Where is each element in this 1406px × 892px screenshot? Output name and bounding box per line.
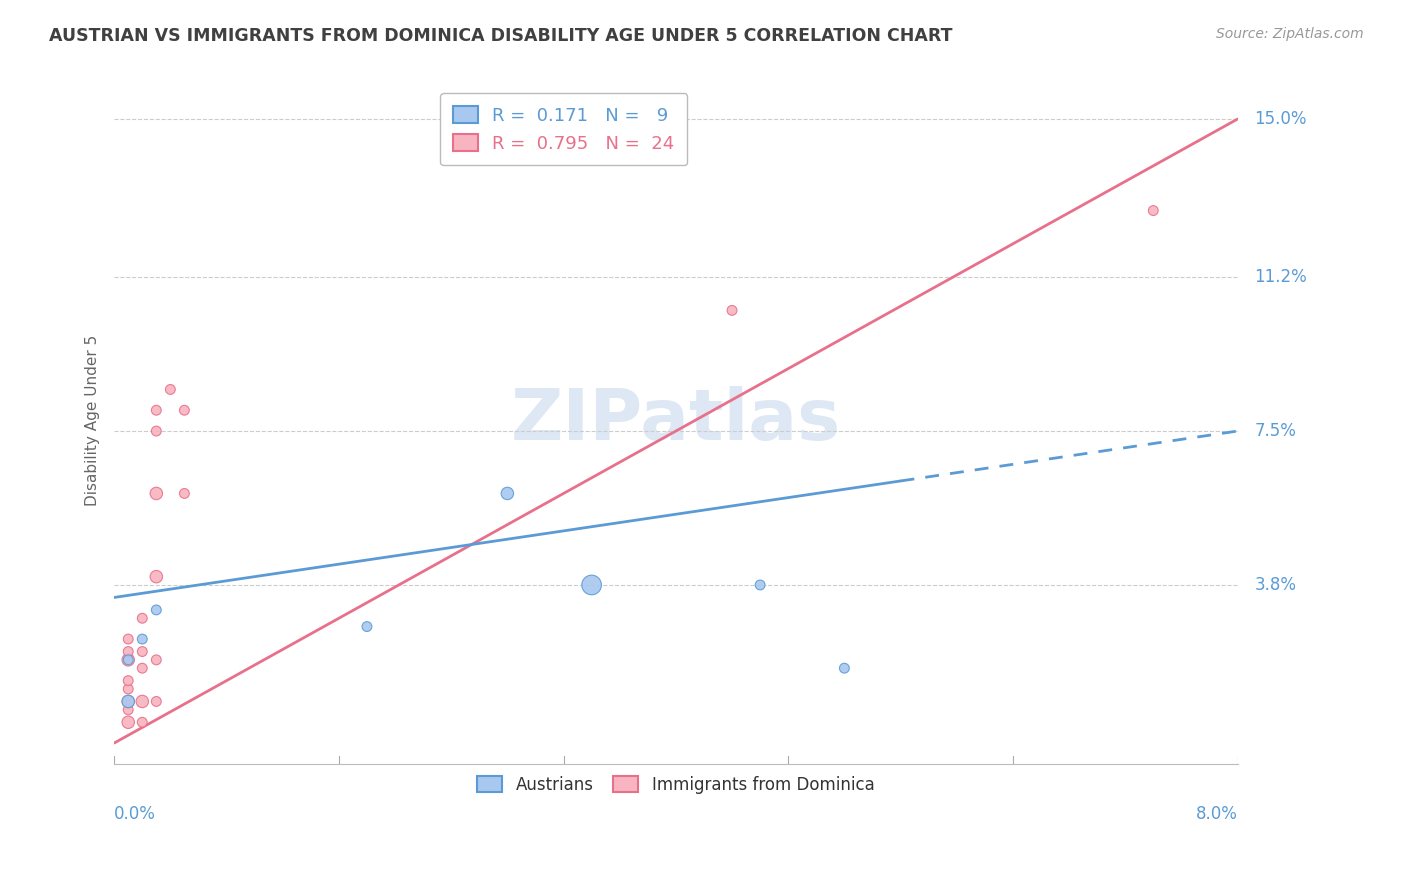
Point — [145, 603, 167, 617]
Y-axis label: Disability Age Under 5: Disability Age Under 5 — [86, 335, 100, 507]
Point — [173, 403, 195, 417]
Point — [117, 673, 139, 688]
Point — [145, 694, 167, 708]
Point — [117, 653, 139, 667]
Point — [834, 661, 856, 675]
Point — [117, 653, 139, 667]
Point — [356, 619, 378, 633]
Point — [131, 694, 153, 708]
Point — [173, 486, 195, 500]
Point — [117, 681, 139, 696]
Point — [749, 578, 772, 592]
Point — [131, 611, 153, 625]
Legend: Austrians, Immigrants from Dominica: Austrians, Immigrants from Dominica — [467, 765, 884, 804]
Point — [131, 661, 153, 675]
Text: ZIPatlas: ZIPatlas — [510, 386, 841, 455]
Text: 8.0%: 8.0% — [1195, 805, 1237, 823]
Point — [721, 303, 744, 318]
Point — [145, 653, 167, 667]
Text: 3.8%: 3.8% — [1254, 576, 1296, 594]
Point — [145, 403, 167, 417]
Point — [131, 632, 153, 646]
Point — [145, 424, 167, 438]
Point — [117, 694, 139, 708]
Point — [131, 715, 153, 730]
Text: 11.2%: 11.2% — [1254, 268, 1308, 286]
Point — [117, 632, 139, 646]
Point — [117, 715, 139, 730]
Text: AUSTRIAN VS IMMIGRANTS FROM DOMINICA DISABILITY AGE UNDER 5 CORRELATION CHART: AUSTRIAN VS IMMIGRANTS FROM DOMINICA DIS… — [49, 27, 953, 45]
Point — [117, 703, 139, 717]
Text: 7.5%: 7.5% — [1254, 422, 1296, 440]
Text: Source: ZipAtlas.com: Source: ZipAtlas.com — [1216, 27, 1364, 41]
Point — [159, 383, 181, 397]
Point — [117, 694, 139, 708]
Point — [145, 486, 167, 500]
Point — [117, 644, 139, 658]
Point — [1142, 203, 1164, 218]
Text: 15.0%: 15.0% — [1254, 110, 1308, 128]
Point — [145, 569, 167, 583]
Point — [496, 486, 519, 500]
Point — [581, 578, 603, 592]
Point — [131, 644, 153, 658]
Text: 0.0%: 0.0% — [114, 805, 156, 823]
